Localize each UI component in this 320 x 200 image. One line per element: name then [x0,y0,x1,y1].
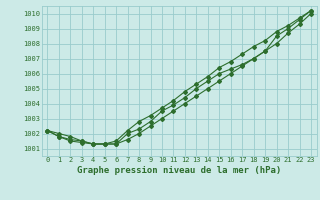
X-axis label: Graphe pression niveau de la mer (hPa): Graphe pression niveau de la mer (hPa) [77,166,281,175]
